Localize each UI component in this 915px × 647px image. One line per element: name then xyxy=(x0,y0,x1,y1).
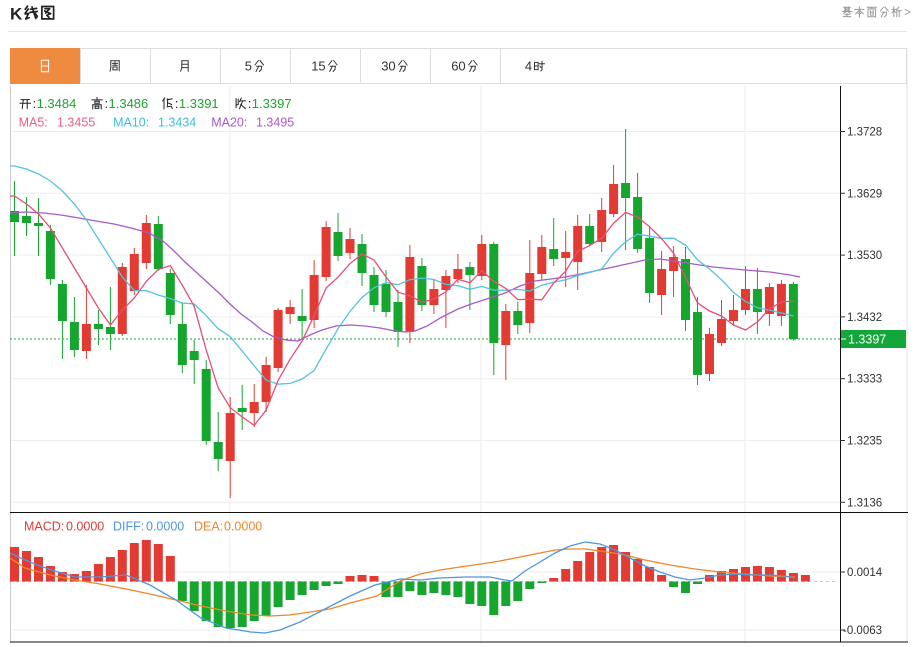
svg-text:5: 5 xyxy=(245,59,252,74)
svg-text:MA5:: MA5: xyxy=(19,116,48,130)
svg-text:1.3235: 1.3235 xyxy=(847,436,882,448)
svg-text:DIFF:: DIFF: xyxy=(113,520,144,534)
svg-text:60: 60 xyxy=(451,59,465,74)
svg-text:MA10:: MA10: xyxy=(113,116,149,130)
svg-text:1.3397: 1.3397 xyxy=(848,333,886,347)
svg-text:0.0000: 0.0000 xyxy=(146,520,184,534)
svg-text:1.3728: 1.3728 xyxy=(847,127,882,139)
svg-text:1.3629: 1.3629 xyxy=(847,188,882,200)
svg-text:0.0000: 0.0000 xyxy=(66,520,104,534)
svg-text:1.3136: 1.3136 xyxy=(847,497,882,509)
svg-text:1.3397: 1.3397 xyxy=(252,96,292,111)
svg-text:DEA:: DEA: xyxy=(194,520,223,534)
svg-text::: : xyxy=(105,96,109,111)
svg-text:1.3486: 1.3486 xyxy=(109,96,149,111)
svg-text:1.3484: 1.3484 xyxy=(37,96,77,111)
svg-text:15: 15 xyxy=(311,59,325,74)
svg-text:1.3434: 1.3434 xyxy=(158,116,196,130)
svg-text:4: 4 xyxy=(525,59,532,74)
svg-text::: : xyxy=(33,96,37,111)
svg-text:1.3495: 1.3495 xyxy=(256,116,294,130)
svg-text:MACD:: MACD: xyxy=(24,520,64,534)
svg-text:>: > xyxy=(904,5,911,19)
svg-text:MA20:: MA20: xyxy=(211,116,247,130)
svg-text:1.3530: 1.3530 xyxy=(847,250,882,262)
svg-text:1.3391: 1.3391 xyxy=(179,96,219,111)
svg-text:0.0014: 0.0014 xyxy=(847,567,883,579)
svg-text:1.3432: 1.3432 xyxy=(847,312,882,324)
svg-text:30: 30 xyxy=(381,59,395,74)
svg-text:1.3455: 1.3455 xyxy=(57,116,95,130)
svg-text:0.0000: 0.0000 xyxy=(224,520,262,534)
svg-text::: : xyxy=(248,96,252,111)
svg-text:1.3333: 1.3333 xyxy=(847,374,882,386)
svg-text:-0.0063: -0.0063 xyxy=(843,625,882,637)
svg-text::: : xyxy=(175,96,179,111)
svg-text:K: K xyxy=(10,5,23,24)
